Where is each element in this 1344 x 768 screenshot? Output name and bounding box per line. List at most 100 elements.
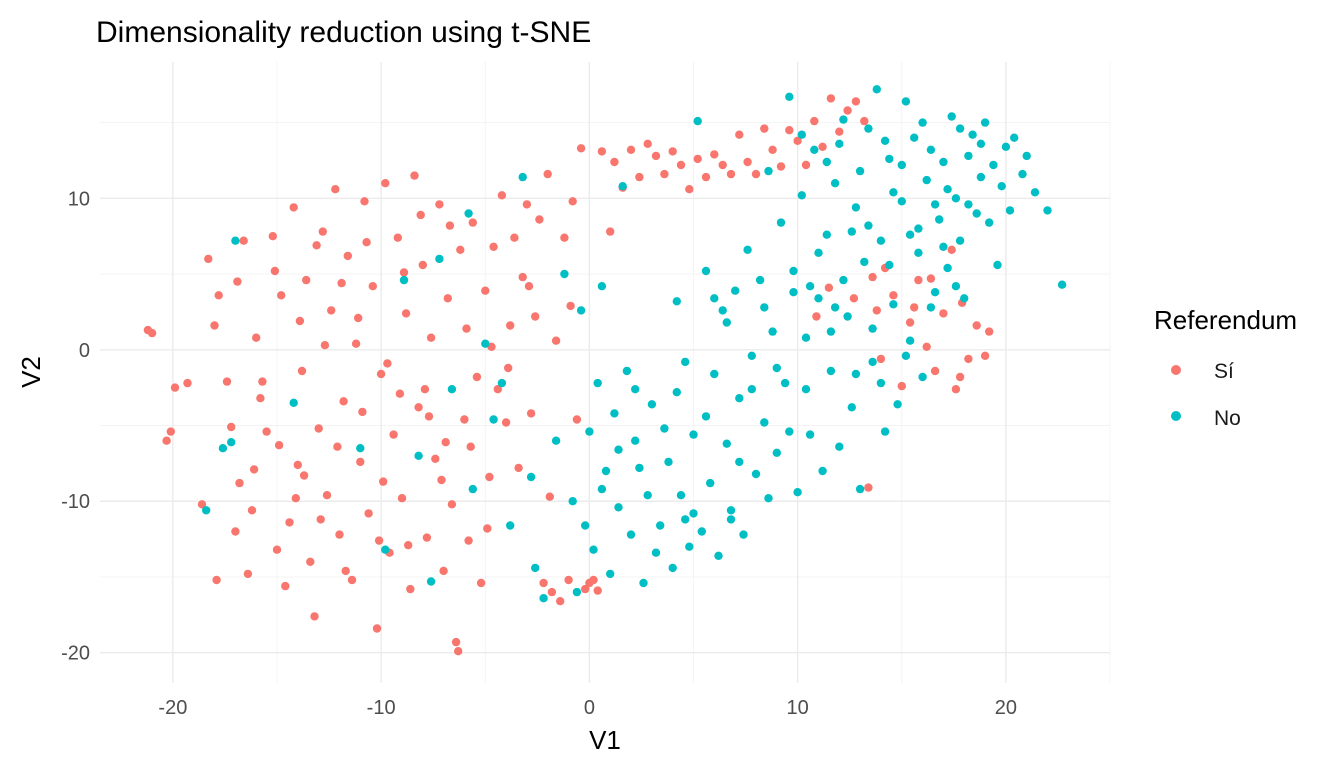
data-point — [585, 427, 594, 436]
data-point — [318, 227, 327, 236]
data-point — [735, 130, 744, 139]
data-point — [210, 321, 219, 330]
data-point — [372, 624, 382, 633]
data-point — [214, 291, 223, 300]
data-point — [197, 500, 207, 509]
data-point — [701, 412, 711, 421]
data-point — [364, 509, 373, 518]
data-point — [293, 460, 302, 470]
data-point — [951, 282, 961, 291]
data-point — [247, 506, 257, 515]
data-point — [316, 515, 325, 524]
data-point — [268, 232, 277, 241]
data-point — [320, 341, 330, 350]
data-point — [743, 245, 752, 254]
data-point — [939, 157, 948, 167]
data-point — [706, 478, 715, 488]
data-point — [905, 318, 915, 327]
data-point — [972, 209, 981, 218]
data-point — [597, 484, 607, 494]
data-point — [710, 150, 719, 159]
data-point — [968, 130, 977, 139]
data-point — [851, 97, 861, 106]
data-point — [901, 97, 911, 106]
data-point — [651, 151, 661, 161]
data-point — [376, 369, 386, 379]
data-point — [424, 412, 434, 421]
data-point — [710, 294, 719, 303]
data-point — [726, 506, 736, 515]
data-point — [526, 409, 536, 418]
data-point — [681, 515, 690, 524]
data-point — [439, 566, 448, 576]
data-point — [277, 291, 286, 300]
data-point — [860, 257, 869, 267]
data-point — [337, 278, 346, 288]
data-point — [258, 377, 267, 386]
data-point — [410, 171, 419, 180]
data-point — [460, 415, 469, 424]
data-point — [647, 400, 657, 409]
data-point — [445, 221, 455, 230]
data-point — [672, 388, 681, 397]
data-point — [672, 297, 681, 306]
data-point — [631, 436, 640, 445]
data-point — [297, 366, 307, 376]
data-point — [431, 454, 440, 463]
data-point — [689, 430, 698, 439]
data-point — [289, 203, 298, 212]
data-point — [751, 169, 761, 179]
data-point — [943, 185, 952, 194]
data-point — [166, 427, 175, 436]
data-point — [714, 551, 723, 560]
data-point — [493, 385, 502, 394]
data-point — [456, 245, 465, 254]
data-point — [589, 575, 598, 585]
data-point — [1057, 280, 1067, 289]
data-point — [847, 227, 856, 236]
data-point — [918, 372, 927, 382]
x-tick-label: 0 — [584, 697, 595, 719]
data-point — [589, 545, 598, 554]
data-point — [393, 233, 402, 242]
data-point — [722, 318, 731, 327]
data-point — [943, 263, 952, 273]
data-point — [243, 569, 253, 579]
data-point — [501, 418, 511, 427]
data-point — [751, 469, 761, 479]
data-point — [333, 442, 342, 451]
data-point — [868, 357, 877, 367]
data-point — [764, 494, 773, 503]
data-point — [356, 444, 365, 453]
data-point — [426, 333, 436, 342]
data-point — [851, 369, 861, 379]
data-point — [772, 448, 781, 457]
data-point — [818, 142, 827, 151]
data-point — [826, 327, 836, 336]
data-point — [726, 169, 736, 179]
legend: Referendum Sí No — [1154, 305, 1297, 430]
data-point — [451, 637, 461, 647]
data-point — [547, 587, 557, 597]
data-point — [643, 139, 652, 148]
data-point — [905, 230, 915, 239]
x-axis-title: V1 — [589, 725, 621, 755]
data-point — [610, 409, 619, 418]
data-point — [231, 527, 240, 536]
data-point — [830, 179, 840, 188]
data-point — [747, 385, 756, 394]
data-point — [876, 378, 886, 388]
data-point — [880, 427, 890, 436]
data-point — [614, 503, 623, 512]
data-point — [472, 372, 482, 382]
data-point — [281, 581, 290, 591]
data-point — [526, 472, 536, 482]
data-point — [212, 575, 221, 585]
data-point — [335, 530, 344, 539]
data-point — [351, 339, 361, 348]
data-point — [572, 415, 582, 424]
data-point — [389, 430, 398, 439]
data-point — [1018, 169, 1027, 179]
data-point — [656, 521, 665, 530]
legend-key-si — [1171, 365, 1181, 375]
